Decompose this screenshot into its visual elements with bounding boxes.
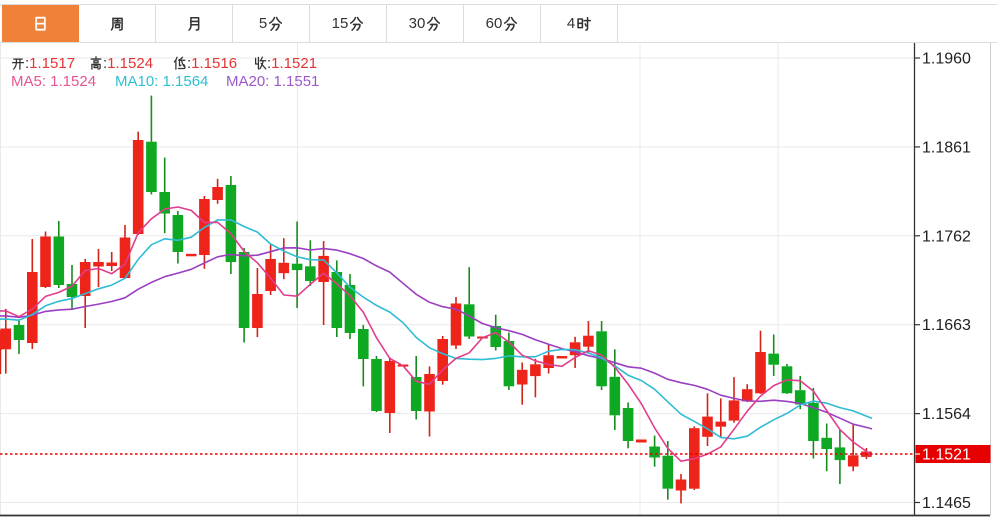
svg-text:1.1564: 1.1564 bbox=[922, 406, 971, 423]
svg-text:1.1861: 1.1861 bbox=[922, 139, 971, 156]
svg-text:1.1663: 1.1663 bbox=[922, 317, 971, 334]
svg-text:1.1762: 1.1762 bbox=[922, 228, 971, 245]
svg-text:1.1960: 1.1960 bbox=[922, 51, 971, 68]
svg-text:1.1521: 1.1521 bbox=[922, 447, 971, 464]
svg-text:1.1465: 1.1465 bbox=[922, 495, 971, 512]
